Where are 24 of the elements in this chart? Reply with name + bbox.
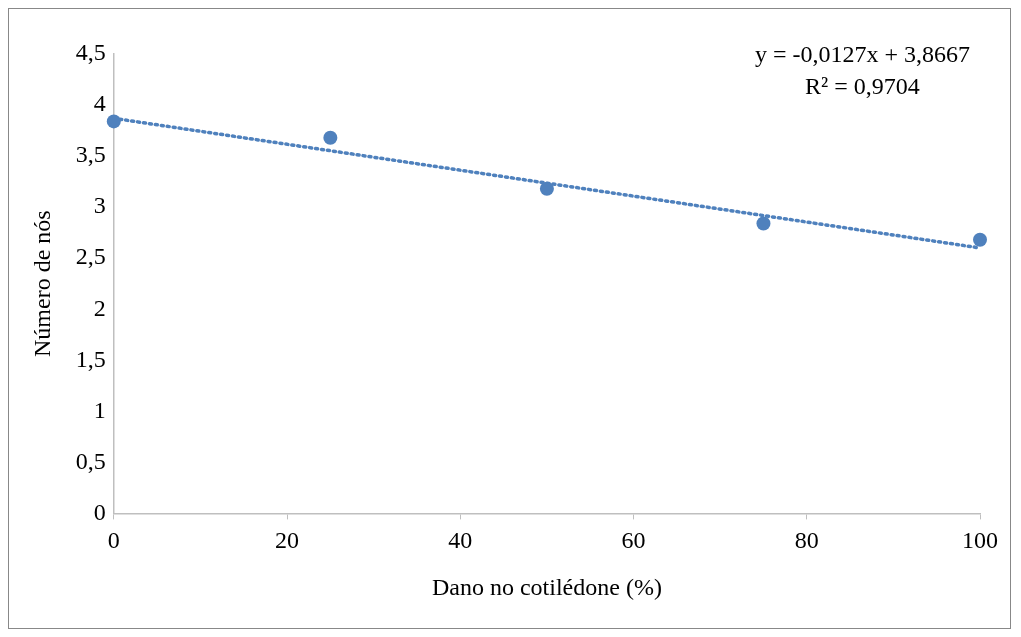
y-tick-label: 1 <box>93 396 106 423</box>
point <box>539 181 554 196</box>
x-tick-label: 100 <box>962 527 998 554</box>
y-tick-label: 2 <box>93 294 106 321</box>
point <box>106 114 121 129</box>
x-tick-label: 60 <box>621 527 646 554</box>
annotation: R² = 0,9704 <box>805 73 920 100</box>
x-tick-label: 20 <box>275 527 300 554</box>
y-tick-label: 2,5 <box>75 243 106 270</box>
y-axis-title: Número de nós <box>28 210 55 358</box>
point <box>323 130 338 145</box>
y-tick-label: 0 <box>93 498 106 525</box>
x-tick-label: 40 <box>448 527 473 554</box>
y-tick-label: 4,5 <box>75 39 106 66</box>
annotation: y = -0,0127x + 3,8667 <box>754 41 970 68</box>
x-tick-label: 80 <box>794 527 819 554</box>
y-tick-label: 3,5 <box>75 141 106 168</box>
y-tick-label: 4 <box>93 90 106 117</box>
point <box>973 232 987 247</box>
y-tick-label: 1,5 <box>75 345 106 372</box>
point <box>756 216 771 231</box>
y-tick-label: 3 <box>93 192 106 219</box>
y-tick-label: 0,5 <box>75 447 106 474</box>
x-axis-title: Dano no cotilédone (%) <box>431 573 662 600</box>
